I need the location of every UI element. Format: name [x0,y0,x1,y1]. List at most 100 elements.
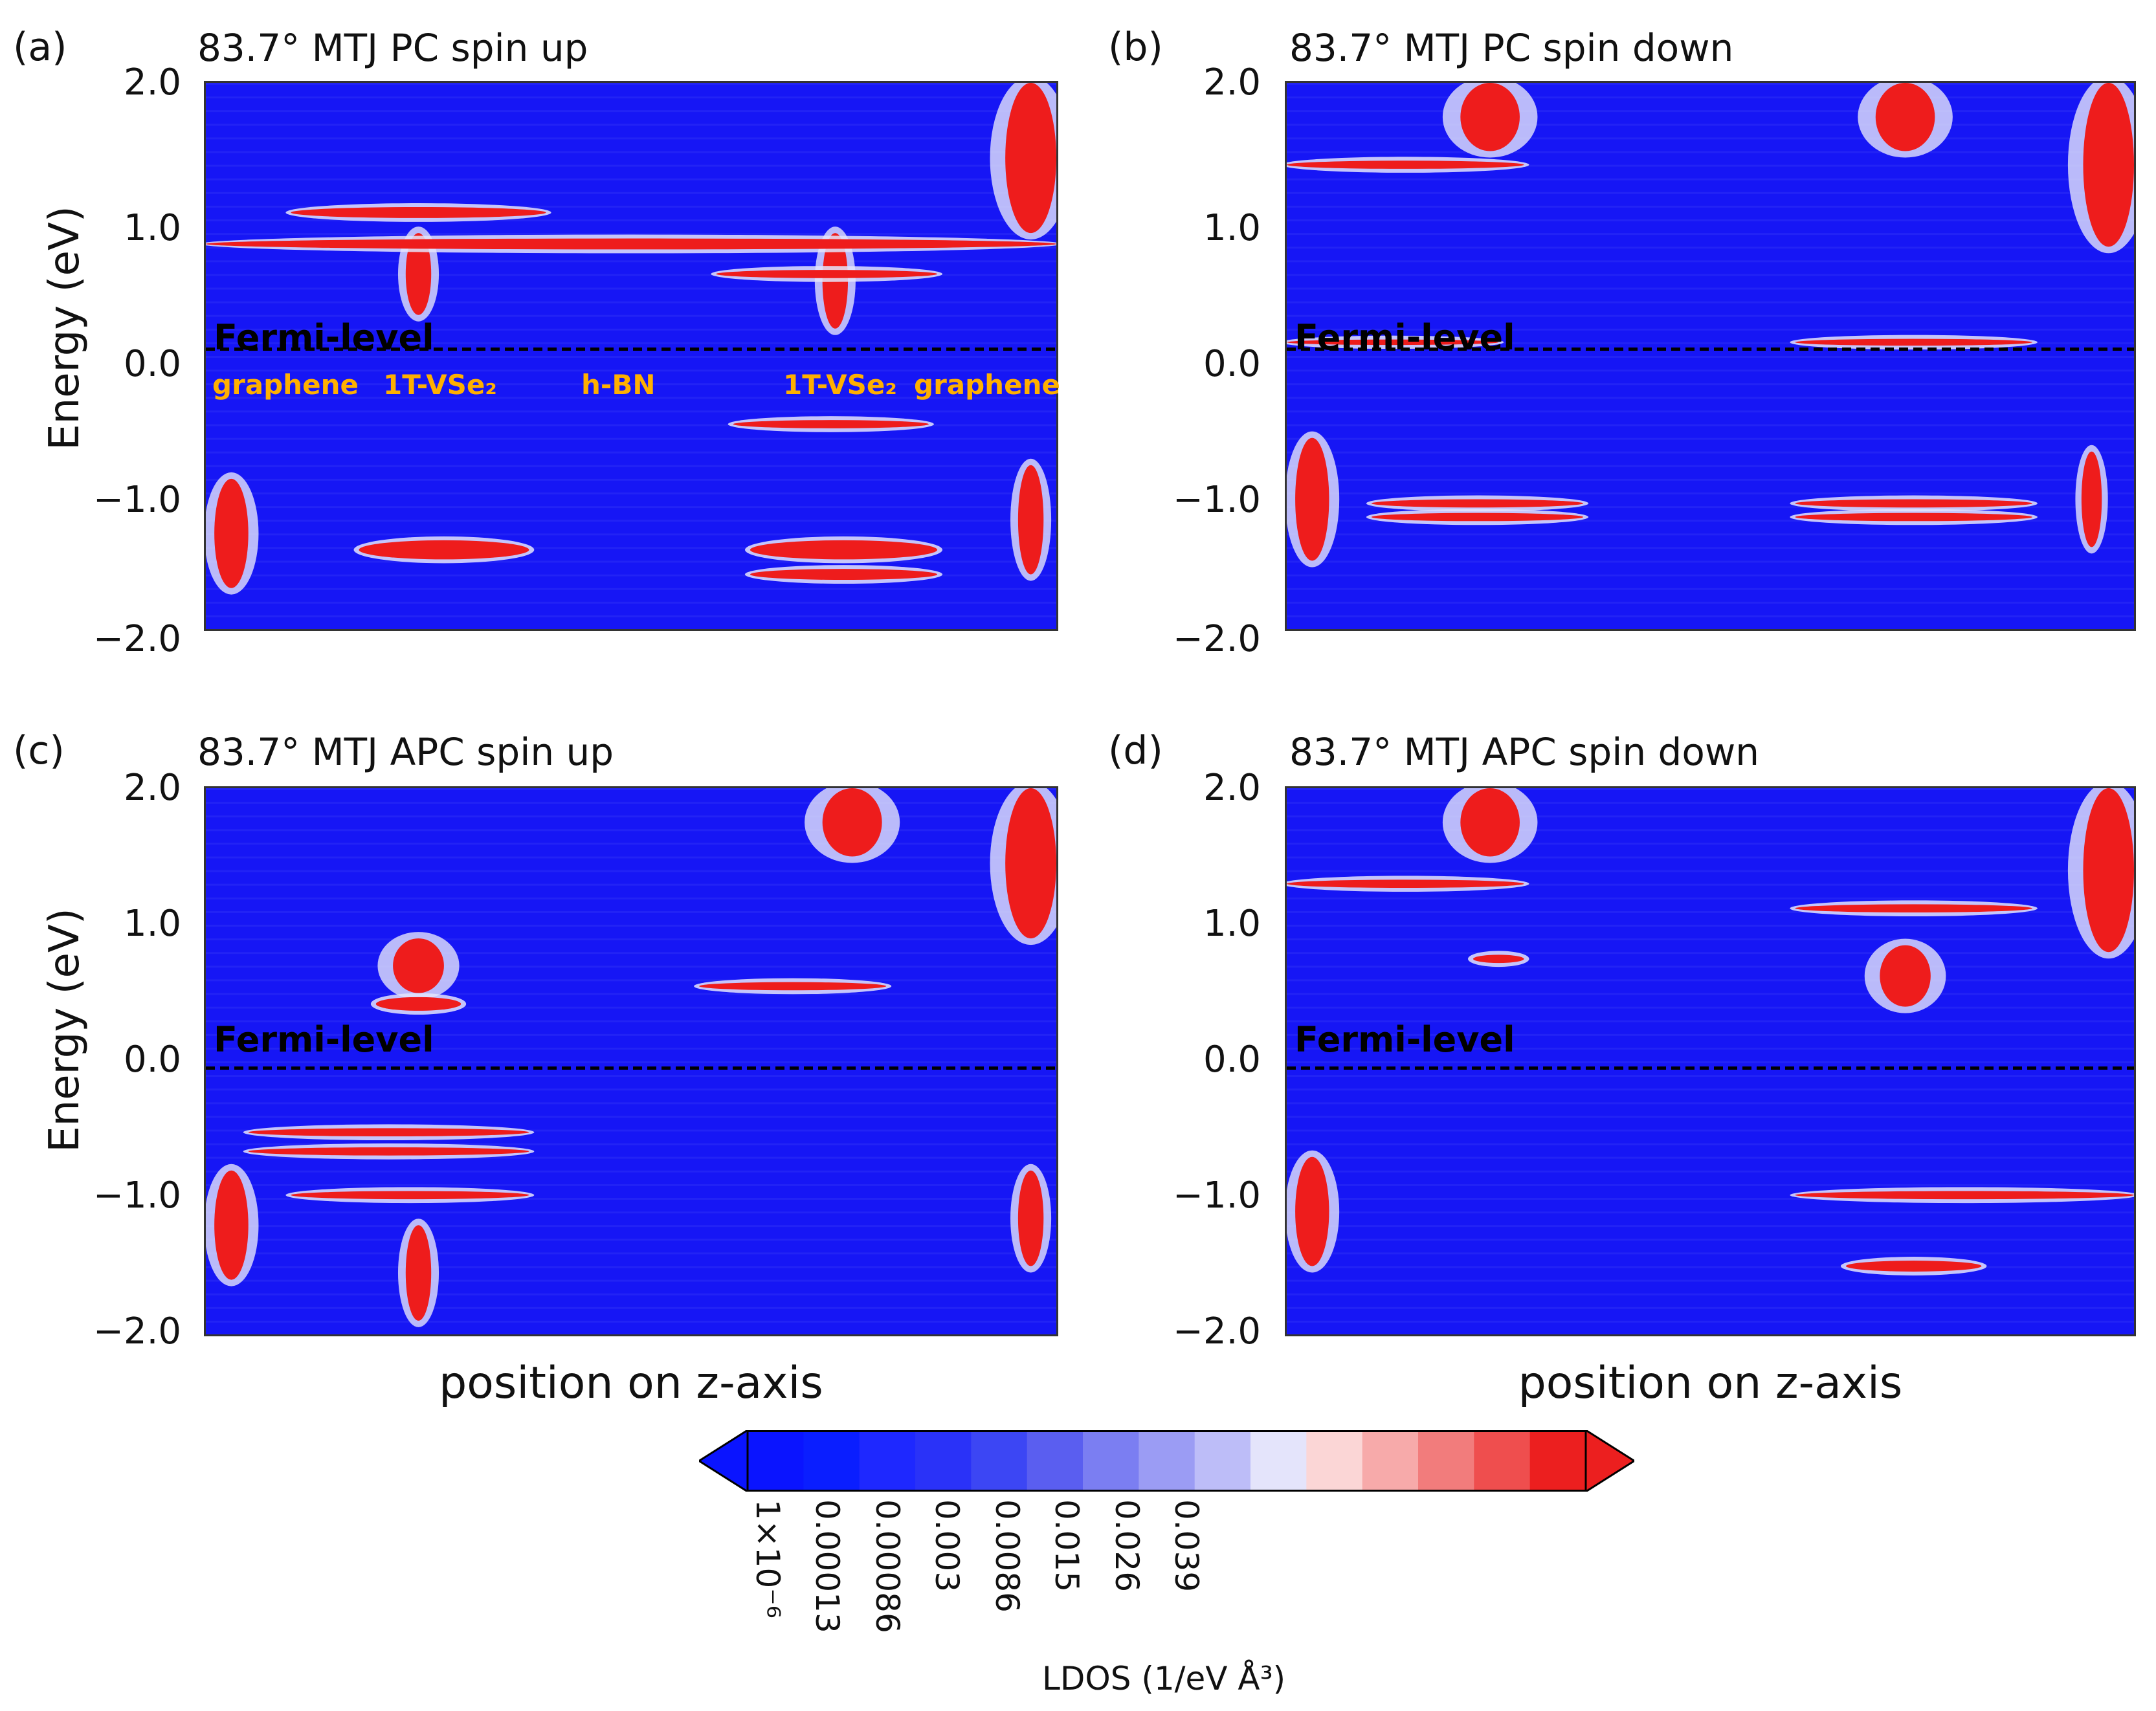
heatmap-striation [1287,1156,2134,1159]
heatmap-striation [1287,151,2134,153]
heatmap-striation [206,993,1056,995]
heatmap-striation [1287,1320,2134,1323]
heatmap-striation [1287,1102,2134,1105]
heatmap-striation [1287,925,2134,927]
colorbar-segment [1027,1430,1084,1492]
heatmap-striation [206,274,1056,276]
region-label-graphene-2: graphene [914,369,1060,401]
heatmap-striation [206,383,1056,386]
heatmap-striation [206,315,1056,317]
ytick-d-4: −2.0 [1173,1310,1261,1352]
heatmap-column [1005,83,1056,234]
heatmap-column [1295,437,1329,561]
heatmap-column [2083,788,2134,953]
heatmap-column [393,938,444,993]
heatmap-striation [1287,124,2134,126]
heatmap-striation [1287,952,2134,955]
heatmap-striation [206,1225,1056,1228]
heatmap-striation [1287,574,2134,577]
heatmap-striation [206,1266,1056,1268]
colorbar-tick-label: 0.0086 [988,1499,1026,1613]
heatmap-band [750,569,938,580]
colorbar-segment [859,1430,916,1492]
heatmap-band [1371,513,1584,522]
panel-label-b: (b) [1108,25,1163,70]
heatmap-striation [1287,1198,2134,1200]
heatmap-striation [1287,1225,2134,1228]
heatmap-striation [206,178,1056,181]
heatmap-striation [1287,1116,2134,1118]
heatmap-striation [1287,1266,2134,1268]
heatmap-striation [1287,1279,2134,1282]
colorbar-tick-label: 0.026 [1107,1499,1146,1593]
colorbar-tick-label: 0.003 [928,1499,966,1593]
heatmap-striation [1287,802,2134,804]
ytick-b-3: −1.0 [1173,479,1261,521]
region-label-vse2-1: 1T-VSe₂ [383,369,497,401]
fermi-label-d: Fermi-level [1295,1019,1515,1060]
heatmap-striation [206,870,1056,872]
heatmap-striation [206,520,1056,522]
heatmap-background [206,83,1056,629]
heatmap-band [1473,955,1524,964]
heatmap-striation [206,979,1056,982]
heatmap-striation [1287,397,2134,399]
fermi-label-a: Fermi-level [214,317,434,358]
heatmap-striation [1287,178,2134,181]
heatmap-striation [1287,815,2134,818]
heatmap-striation [206,397,1056,399]
heatmap-striation [206,219,1056,221]
ytick-a-3: −1.0 [93,479,181,521]
heatmap-striation [206,164,1056,167]
heatmap-striation [1287,883,2134,886]
colorbar-tick-label: 0.015 [1048,1499,1086,1593]
heatmap-striation [1287,83,2134,85]
heatmap-band [206,238,1056,250]
heatmap-svg-c [206,788,1056,1334]
heatmap-striation [1287,560,2134,563]
heatmap-striation [1287,328,2134,331]
colorbar-segment [1083,1430,1139,1492]
heatmap-striation [206,1129,1056,1132]
heatmap-striation [1287,110,2134,113]
heatmap-striation [206,1033,1056,1036]
heatmap-striation [1287,547,2134,549]
heatmap-striation [206,897,1056,900]
colorbar-segment [1418,1430,1474,1492]
panel-title-a: 83.7° MTJ PC spin up [197,26,588,70]
heatmap-striation [1287,843,2134,845]
heatmap-column [2083,83,2134,247]
heatmap-striation [1287,938,2134,941]
heatmap-band [359,540,529,560]
ytick-a-0: 2.0 [123,61,181,104]
heatmap-striation [206,952,1056,955]
heatmap-striation [206,301,1056,304]
heatmap-column [1017,465,1044,575]
heatmap-background [206,788,1056,1334]
heatmap-striation [206,124,1056,126]
heatmap-striation [1287,1184,2134,1186]
heatmap-striation [206,478,1056,481]
heatmap-striation [206,137,1056,140]
heatmap-band [1795,499,2032,508]
heatmap-striation [1287,533,2134,536]
heatmap-striation [206,615,1056,617]
heatmap-striation [1287,205,2134,208]
heatmap-column [1460,788,1520,857]
heatmap-band [1795,904,2032,913]
heatmap-striation [206,1170,1056,1173]
ytick-b-0: 2.0 [1203,61,1261,104]
region-label-hbn: h-BN [581,369,656,401]
heatmap-striation [206,1156,1056,1159]
heatmap-striation [206,437,1056,440]
colorbar-segment [1306,1430,1363,1492]
panel-label-d: (d) [1108,728,1163,773]
heatmap-striation [206,1211,1056,1214]
ytick-d-2: 0.0 [1203,1039,1261,1081]
colorbar-extend-max [1584,1428,1636,1494]
heatmap-striation [1287,1047,2134,1050]
heatmap-svg-d [1287,788,2134,1334]
heatmap-striation [206,1279,1056,1282]
heatmap-background [1287,83,2134,629]
fermi-label-c: Fermi-level [214,1019,434,1060]
